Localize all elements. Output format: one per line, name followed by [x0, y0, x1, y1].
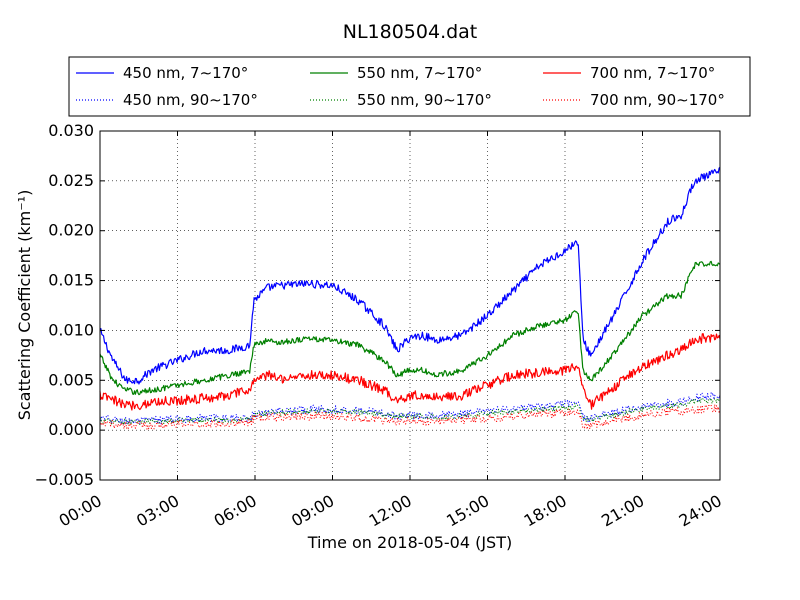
x-axis-label: Time on 2018-05-04 (JST)	[307, 533, 512, 552]
legend-label: 700 nm, 7∼170°	[590, 64, 715, 82]
legend: 450 nm, 7∼170° 550 nm, 7∼170° 700 nm, 7∼17…	[68, 56, 751, 117]
y-tick-label: 0.030	[48, 121, 94, 140]
y-tick-label: 0.020	[48, 221, 94, 240]
y-tick-label: 0.010	[48, 320, 94, 339]
legend-label: 700 nm, 90∼170°	[590, 91, 725, 109]
y-tick-label: 0.015	[48, 271, 94, 290]
plot-series	[99, 166, 721, 430]
series-line	[99, 333, 721, 411]
legend-label: 450 nm, 7∼170°	[123, 64, 248, 82]
legend-box	[68, 56, 751, 117]
legend-label: 450 nm, 90∼170°	[123, 91, 258, 109]
series-line	[99, 260, 721, 396]
series-line	[99, 397, 721, 426]
series-line	[99, 166, 721, 385]
y-tick-label: 0.025	[48, 171, 94, 190]
legend-label: 550 nm, 90∼170°	[357, 91, 492, 109]
legend-label: 550 nm, 7∼170°	[357, 64, 482, 82]
series-line	[99, 392, 721, 425]
series-line	[99, 404, 721, 430]
y-tick-label: 0.000	[48, 420, 94, 439]
y-axis-label: Scattering Coefficient (km⁻¹)	[15, 190, 34, 421]
y-tick-label: −0.005	[35, 470, 94, 489]
y-tick-label: 0.005	[48, 370, 94, 389]
chart-title: NL180504.dat	[343, 21, 478, 43]
